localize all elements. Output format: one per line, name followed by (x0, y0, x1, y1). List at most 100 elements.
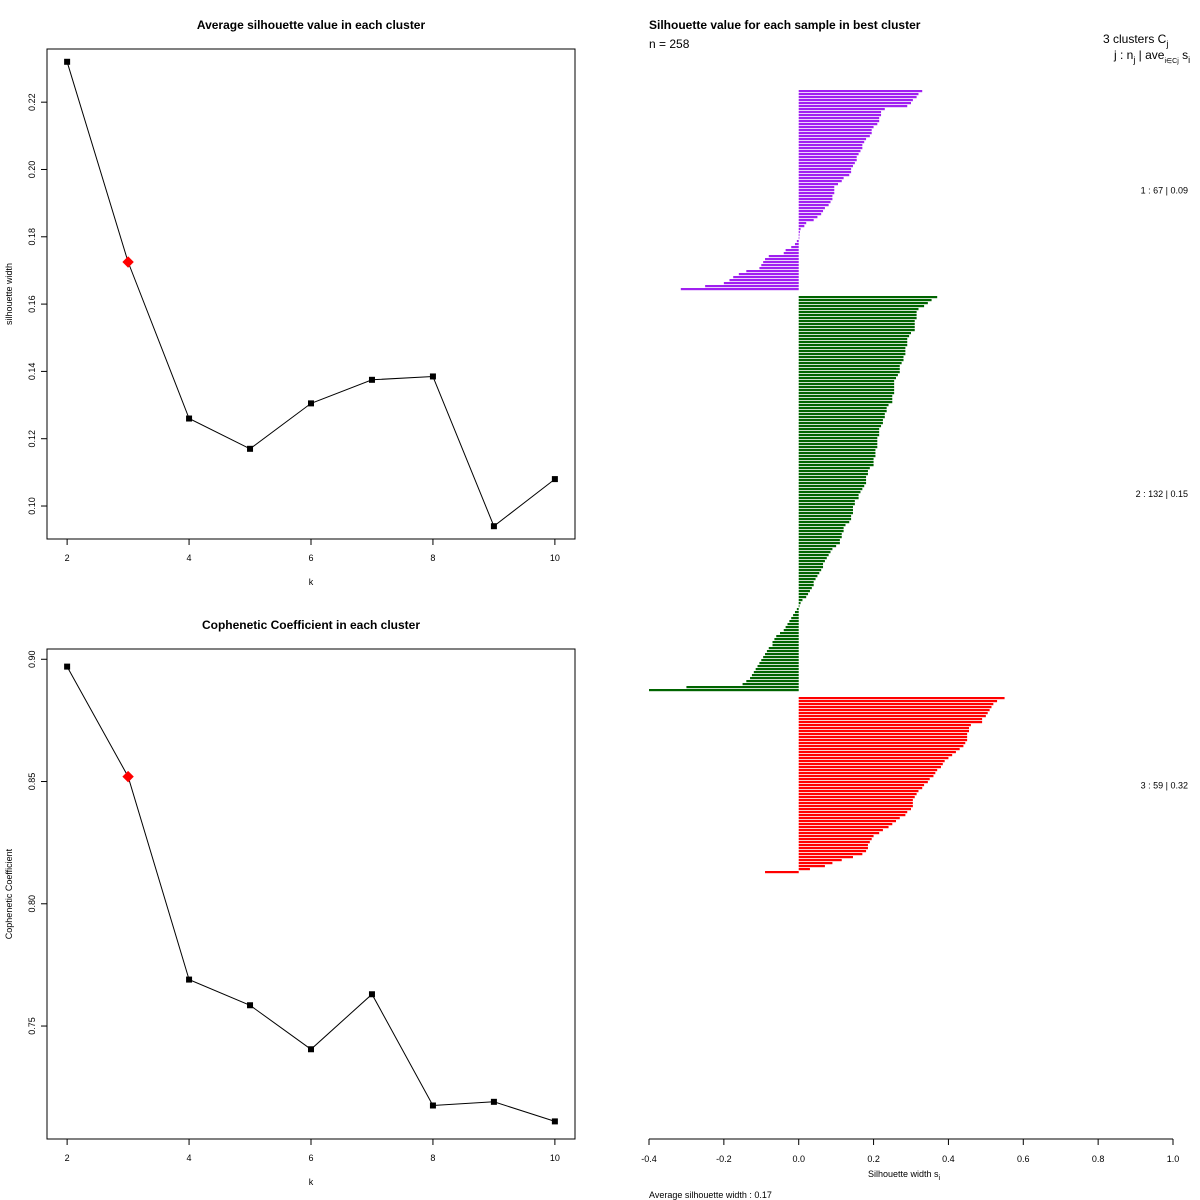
silhouette-bar (798, 168, 852, 171)
silhouette-bar (798, 132, 872, 135)
data-point (368, 991, 375, 998)
silhouette-bar (798, 338, 908, 341)
silhouette-bar (798, 515, 852, 518)
silhouette-bar (798, 455, 876, 458)
silhouette-bar (798, 751, 956, 754)
silhouette-bar (798, 195, 833, 198)
y-tick-label: 0.14 (27, 363, 37, 381)
silhouette-bar (798, 180, 842, 183)
silhouette-bar (798, 793, 917, 796)
x-tick-label: 0.4 (942, 1154, 955, 1164)
silhouette-bar (780, 632, 799, 635)
cluster-label: 2 : 132 | 0.15 (1136, 489, 1188, 499)
data-line (66, 61, 556, 527)
silhouette-bar (798, 237, 800, 240)
data-point (490, 1098, 497, 1105)
silhouette-bar (798, 356, 904, 359)
y-tick-label: 0.22 (27, 93, 37, 111)
silhouette-bar (798, 739, 968, 742)
silhouette-bar (798, 425, 882, 428)
silhouette-bar (798, 787, 923, 790)
silhouette-bar (798, 395, 893, 398)
silhouette-bar (798, 141, 865, 144)
silhouette-bar (798, 398, 893, 401)
y-axis-label: Cophenetic Coefficient (4, 848, 14, 939)
silhouette-bar (798, 350, 906, 353)
silhouette-bar (798, 844, 868, 847)
silhouette-bar (798, 422, 883, 425)
data-point (247, 445, 254, 452)
silhouette-bar (798, 856, 853, 859)
silhouette-bar (768, 255, 799, 258)
silhouette-bar (798, 724, 971, 727)
silhouette-bar (798, 703, 994, 706)
data-point (551, 1118, 558, 1125)
silhouette-bar (765, 653, 799, 656)
silhouette-bar (798, 790, 919, 793)
x-tick-label: 1.0 (1167, 1154, 1180, 1164)
silhouette-bar (798, 308, 919, 311)
silhouette-bar (798, 299, 932, 302)
silhouette-bar (798, 587, 812, 590)
legend-header-line2: j : nj | avei∈Cj si (1113, 48, 1190, 65)
silhouette-bar (798, 105, 908, 108)
silhouette-bar (798, 353, 906, 356)
silhouette-bar (785, 626, 799, 629)
silhouette-bar (798, 817, 900, 820)
silhouette-bar (765, 258, 799, 261)
silhouette-bar (798, 359, 904, 362)
silhouette-bar (798, 811, 908, 814)
silhouette-bar (759, 662, 799, 665)
x-tick-label: 8 (430, 553, 435, 563)
silhouette-bar (798, 700, 998, 703)
silhouette-bar (750, 677, 799, 680)
y-tick-label: 0.20 (27, 161, 37, 179)
x-tick-label: 10 (550, 553, 560, 563)
silhouette-bar (796, 240, 799, 243)
silhouette-bar (798, 120, 880, 123)
x-tick-label: -0.2 (716, 1154, 732, 1164)
silhouette-bar (742, 683, 799, 686)
silhouette-bar (798, 847, 868, 850)
silhouette-bar (765, 871, 799, 874)
silhouette-bar (798, 554, 829, 557)
silhouette-line-chart: Average silhouette value in each cluster… (4, 18, 576, 587)
silhouette-bar (798, 401, 893, 404)
silhouette-bar (798, 865, 825, 868)
silhouette-bar (772, 641, 799, 644)
silhouette-bar (723, 282, 799, 285)
silhouette-bar (798, 198, 833, 201)
silhouette-bar (798, 413, 885, 416)
plot-frame (46, 648, 576, 1140)
silhouette-bar (798, 775, 934, 778)
data-point (186, 976, 193, 983)
x-tick-label: 2 (65, 553, 70, 563)
x-tick-label: 4 (187, 1153, 192, 1163)
silhouette-bar (798, 757, 949, 760)
silhouette-bar (798, 135, 870, 138)
silhouette-bar (796, 608, 799, 611)
silhouette-bar (798, 108, 885, 111)
silhouette-bar (789, 620, 799, 623)
data-point (429, 1102, 436, 1109)
silhouette-bar (759, 267, 799, 270)
silhouette-bar (798, 467, 870, 470)
data-point (308, 400, 314, 407)
silhouette-bar (798, 305, 925, 308)
silhouette-bar (798, 509, 853, 512)
data-point (64, 663, 71, 670)
data-point (429, 373, 436, 380)
silhouette-bar (798, 174, 850, 177)
silhouette-bar (798, 745, 964, 748)
silhouette-bar (798, 150, 861, 153)
silhouette-bar (798, 512, 853, 515)
silhouette-bar (798, 721, 983, 724)
silhouette-bar (798, 383, 895, 386)
y-tick-label: 0.16 (27, 295, 37, 313)
x-tick-label: 2 (65, 1153, 70, 1163)
silhouette-bar (791, 617, 799, 620)
y-axis-label: silhouette width (4, 263, 14, 325)
silhouette-bar (798, 730, 970, 733)
silhouette-bar (798, 718, 983, 721)
